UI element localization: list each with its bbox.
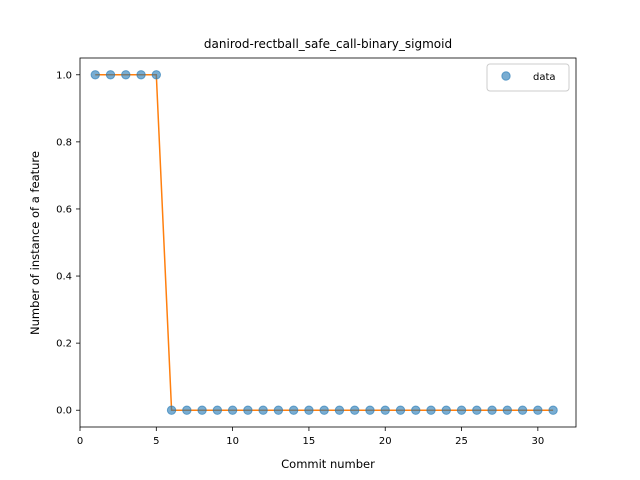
x-tick-label: 0 — [77, 436, 83, 447]
data-point — [502, 405, 513, 415]
x-tick-label: 25 — [455, 436, 468, 447]
data-point — [166, 405, 177, 415]
data-point — [319, 405, 329, 415]
y-tick-label: 0.0 — [56, 406, 72, 417]
y-tick-label: 0.2 — [56, 339, 72, 350]
data-point — [121, 70, 131, 80]
data-point — [472, 405, 482, 415]
y-tick-label: 0.6 — [56, 204, 72, 215]
y-tick-label: 0.8 — [56, 137, 72, 148]
data-point — [426, 405, 436, 415]
data-point — [136, 70, 146, 80]
x-tick-label: 20 — [379, 436, 392, 447]
data-point — [243, 405, 253, 415]
data-point — [533, 405, 543, 415]
data-point — [288, 405, 299, 415]
x-tick-label: 30 — [531, 436, 544, 447]
legend: data — [486, 63, 570, 92]
data-point — [197, 405, 207, 415]
data-point — [304, 405, 314, 415]
chart-title: danirod-rectball_safe_call-binary_sigmoi… — [204, 37, 452, 51]
data-point — [411, 405, 421, 415]
data-point — [548, 405, 558, 415]
y-tick-label: 0.4 — [56, 272, 72, 283]
data-point — [395, 405, 406, 415]
data-point — [212, 405, 223, 415]
x-tick-label: 15 — [303, 436, 316, 447]
data-point — [334, 405, 345, 415]
data-point — [365, 405, 375, 415]
legend-box — [486, 63, 570, 92]
axes-frame — [79, 57, 577, 428]
x-tick-label: 5 — [153, 436, 159, 447]
x-tick-label: 10 — [226, 436, 239, 447]
data-point — [182, 405, 192, 415]
data-point — [105, 70, 116, 80]
data-point — [517, 405, 528, 415]
x-axis-ticks: 0 5 10 15 20 25 30 — [77, 427, 544, 447]
data-point — [456, 405, 467, 415]
data-point — [487, 405, 497, 415]
x-axis-label: Commit number — [281, 457, 375, 471]
data-point — [441, 405, 451, 415]
legend-label: data — [533, 72, 556, 83]
data-point — [380, 405, 390, 415]
y-axis-label: Number of instance of a feature — [28, 151, 42, 335]
y-axis-ticks: 0.0 0.2 0.4 0.6 0.8 1.0 — [56, 70, 80, 417]
data-point — [90, 70, 100, 80]
data-point — [273, 405, 284, 415]
y-tick-label: 1.0 — [56, 70, 72, 81]
data-point — [151, 70, 162, 80]
data-point — [227, 405, 238, 415]
data-point — [258, 405, 268, 415]
data-point — [350, 405, 360, 415]
legend-marker — [501, 71, 511, 81]
data-points-series — [90, 70, 558, 415]
